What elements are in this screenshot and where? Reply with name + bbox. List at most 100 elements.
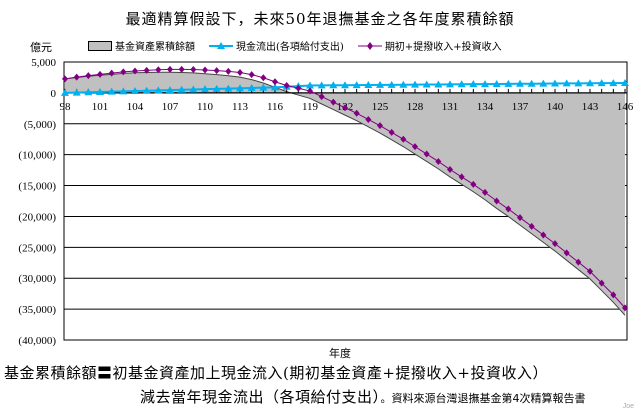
chart-title: 最適精算假設下，未來50年退撫基金之各年度累積餘額 <box>125 10 515 28</box>
cash-outflow-point <box>306 81 314 89</box>
x-tick-label: 137 <box>512 101 529 113</box>
cash-outflow-point <box>481 80 489 88</box>
cash-outflow-point <box>609 79 618 87</box>
triangle-marker-icon <box>209 41 233 49</box>
x-axis-title: 年度 <box>329 347 351 360</box>
cash-outflow-point <box>376 80 384 88</box>
cash-outflow-point <box>119 87 128 95</box>
inflow-point <box>552 240 558 248</box>
x-tick-label: 101 <box>92 101 109 113</box>
cash-outflow-point <box>504 79 513 87</box>
inflow-point <box>132 67 138 75</box>
inflow-point <box>365 115 372 123</box>
inflow-point <box>412 143 418 151</box>
x-tick-label: 140 <box>547 101 564 113</box>
y-tick-label: (30,000) <box>18 273 56 285</box>
x-tick-label: 125 <box>372 101 389 113</box>
inflow-point <box>283 81 290 89</box>
cash-outflow-point <box>516 79 524 87</box>
area-fund-balance <box>65 72 625 316</box>
cash-outflow-point <box>586 79 594 87</box>
x-tick-label: 110 <box>197 101 214 113</box>
inflow-point <box>248 71 255 79</box>
inflow-point <box>62 75 68 83</box>
inflow-point <box>73 73 80 81</box>
cash-outflow-point <box>236 84 244 92</box>
cash-outflow-point <box>422 80 431 88</box>
cash-outflow-point <box>201 85 209 93</box>
inflow-point <box>377 122 383 130</box>
x-tick-label: 146 <box>617 101 634 113</box>
cash-outflow-point <box>434 80 443 88</box>
inflow-point <box>528 222 535 230</box>
y-axis-unit: 億元 <box>30 41 52 54</box>
x-tick-label: 113 <box>232 101 249 113</box>
y-tick-label: 5,000 <box>31 57 56 69</box>
inflow-point <box>167 65 173 73</box>
cash-outflow-point <box>107 87 116 95</box>
x-tick-label: 131 <box>442 101 459 113</box>
inflow-point <box>353 109 360 117</box>
cash-outflow-point <box>341 81 349 89</box>
signature: Joe <box>622 403 634 410</box>
legend-item-fund-balance: 基金資產累積餘額 <box>88 38 195 53</box>
legend-item-inflow: 期初+提撥收入+投資收入 <box>357 38 502 53</box>
cash-outflow-point <box>271 83 279 91</box>
cash-outflow-point <box>574 79 583 87</box>
y-tick-label: (40,000) <box>18 335 56 347</box>
inflow-point <box>85 72 92 80</box>
inflow-point <box>108 69 115 77</box>
inflow-point <box>517 214 523 222</box>
inflow-point <box>318 93 325 101</box>
cash-outflow-point <box>352 81 361 89</box>
cash-outflow-point <box>154 86 163 94</box>
inflow-point <box>155 66 162 74</box>
inflow-point <box>237 69 243 77</box>
cash-outflow-point <box>469 80 478 88</box>
inflow-point <box>458 173 465 181</box>
area-swatch-icon <box>88 40 112 51</box>
inflow-point <box>470 180 477 188</box>
y-tick-label: 0 <box>51 88 57 100</box>
cash-outflow-point <box>527 79 536 87</box>
cash-outflow-point <box>597 79 606 87</box>
cash-outflow-point <box>247 83 256 91</box>
cash-outflow-point <box>562 79 571 87</box>
legend-item-cash-outflow: 現金流出(各項給付支出) <box>209 38 344 53</box>
x-tick-label: 104 <box>127 101 144 113</box>
inflow-point <box>178 65 185 73</box>
inflow-point <box>330 98 337 106</box>
inflow-point <box>493 197 500 205</box>
cash-outflow-point <box>364 81 373 89</box>
cash-outflow-point <box>72 88 81 96</box>
x-tick-label: 128 <box>407 101 424 113</box>
cash-outflow-point <box>539 79 548 87</box>
inflow-point <box>447 165 453 173</box>
cash-outflow-point <box>399 80 408 88</box>
inflow-point <box>260 74 267 82</box>
x-tick-label: 98 <box>60 101 72 113</box>
x-tick-label: 119 <box>302 101 319 113</box>
footnote-line-2-text: 減去當年現金流出（各項給付支出） <box>140 388 381 406</box>
footnote-line-1: 基金累積餘額〓初基金資產加上現金流入(期初基金資產+提撥收入+投資收入） <box>4 364 548 382</box>
inflow-point <box>423 150 430 158</box>
inflow-point <box>540 231 547 239</box>
cash-outflow-point <box>84 88 93 96</box>
y-tick-label: (25,000) <box>18 242 56 254</box>
cash-outflow-point <box>166 86 174 94</box>
inflow-point <box>143 66 150 74</box>
cash-outflow-point <box>61 88 69 96</box>
inflow-point <box>202 66 208 74</box>
cash-outflow-point <box>551 79 559 87</box>
cash-outflow-point <box>317 81 326 89</box>
x-tick-label: 134 <box>477 101 494 113</box>
cash-outflow-point <box>96 87 104 95</box>
legend: 基金資產累積餘額 現金流出(各項給付支出) 期初+提撥收入+投資收入 <box>88 38 502 53</box>
cash-outflow-point <box>457 80 466 88</box>
inflow-point <box>272 78 278 86</box>
inflow-point <box>400 135 407 143</box>
y-tick-label: (10,000) <box>18 150 56 162</box>
inflow-point <box>505 205 512 213</box>
inflow-point <box>295 84 302 92</box>
diamond-marker-icon <box>357 41 382 50</box>
